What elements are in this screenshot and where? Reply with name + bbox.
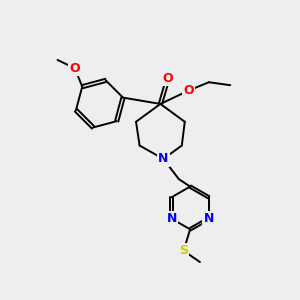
- Text: O: O: [183, 84, 194, 97]
- Text: O: O: [70, 62, 80, 75]
- Text: N: N: [158, 152, 169, 165]
- Text: N: N: [167, 212, 177, 225]
- Text: N: N: [203, 212, 214, 225]
- Text: S: S: [179, 244, 188, 257]
- Text: O: O: [163, 72, 173, 85]
